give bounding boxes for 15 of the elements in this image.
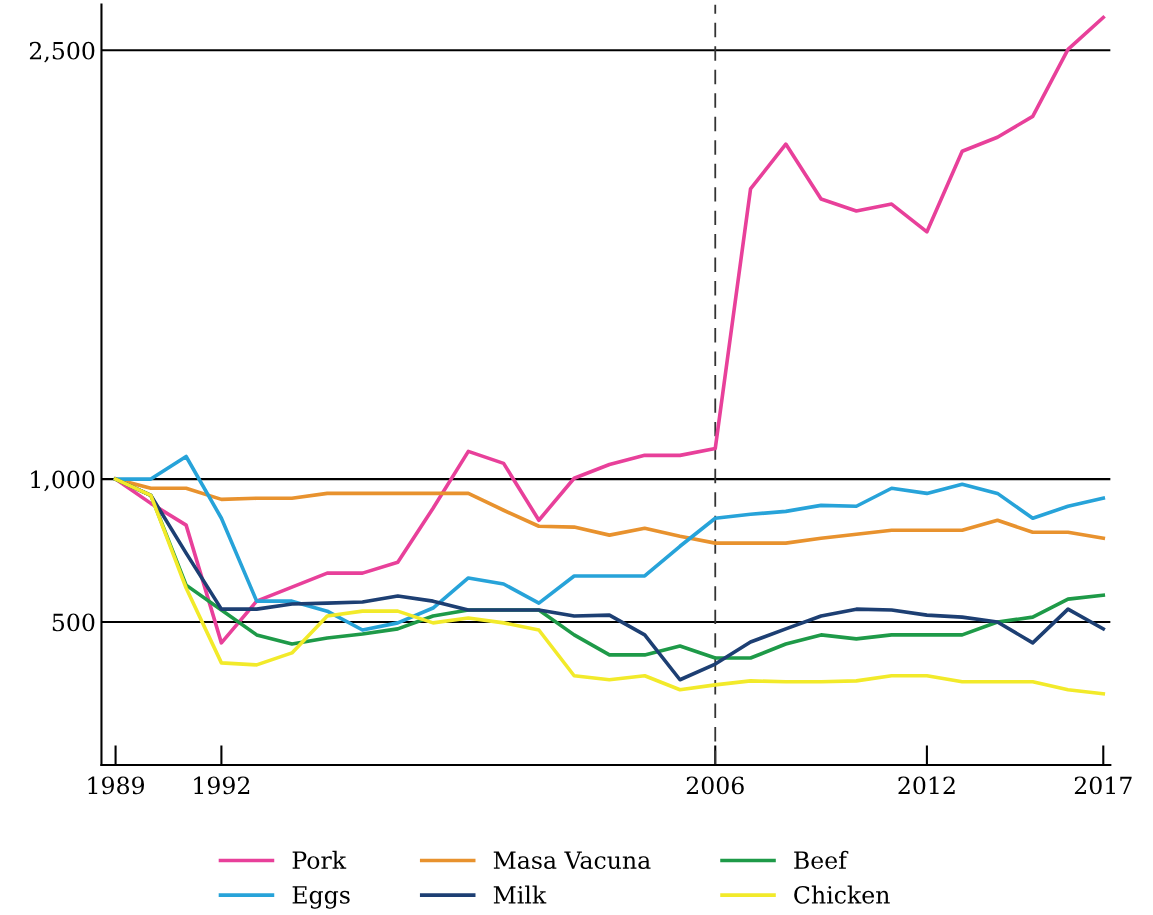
legend-label: Masa Vacuna <box>493 851 651 870</box>
y-tick-label: 2,500 <box>29 41 95 63</box>
legend-label: Beef <box>794 850 849 870</box>
x-tick-label: 1989 <box>88 776 145 795</box>
y-tick-label: 500 <box>52 613 95 632</box>
x-tick-label: 2012 <box>898 776 955 795</box>
legend-label: Pork <box>292 850 347 870</box>
x-tick-label: 2017 <box>1074 776 1132 795</box>
legend-label: Chicken <box>794 885 890 904</box>
x-tick-label: 1992 <box>194 776 250 795</box>
legend-label: Milk <box>493 885 547 904</box>
line-series <box>113 454 1106 632</box>
y-tick-label: 1,000 <box>31 470 95 492</box>
legend-label: Eggs <box>292 886 350 909</box>
x-tick-label: 2006 <box>686 776 744 795</box>
